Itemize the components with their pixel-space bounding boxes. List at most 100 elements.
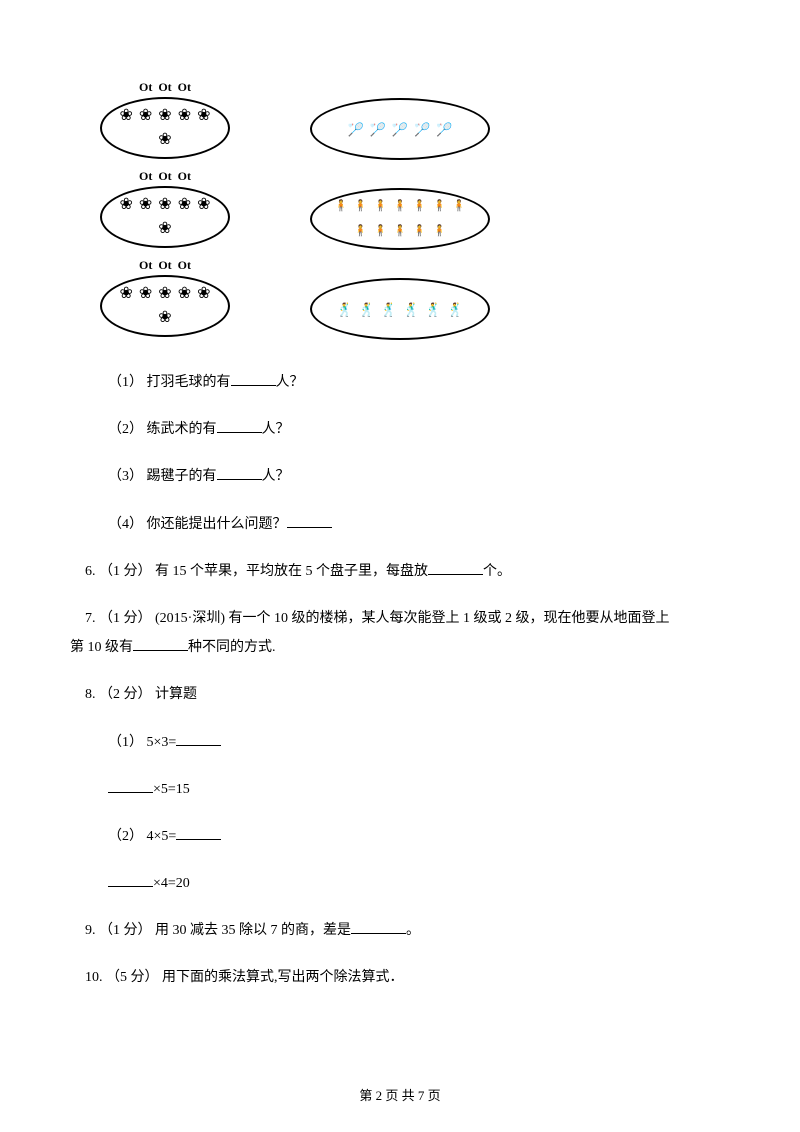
blank-field[interactable] [108, 779, 153, 793]
kick-icon: 🕺 [359, 303, 375, 316]
question-7-line2: 第 10 级有种不同的方式. [70, 635, 730, 660]
blank-field[interactable] [428, 561, 483, 575]
flower-oval-1: ❀ ❀ ❀ ❀ ❀ ❀ [100, 97, 230, 159]
q6-suffix: 个。 [483, 564, 511, 579]
stick-icon: 🧍 [433, 201, 447, 212]
stick-icon: 🧍 [413, 201, 427, 212]
q6-text: 6. （1 分） 有 15 个苹果，平均放在 5 个盘子里，每盘放 [85, 564, 428, 579]
blank-field[interactable] [231, 372, 276, 386]
flower-icon: ❀ [158, 310, 171, 326]
question-8-p1b: ×5=15 [108, 777, 730, 802]
sub-question-4: （4） 你还能提出什么问题？ [108, 512, 730, 537]
flower-icon: ❀ [119, 108, 132, 124]
stick-icon: 🧍 [354, 201, 368, 212]
question-8-header: 8. （2 分） 计算题 [85, 682, 730, 707]
sub-question-3: （3） 踢毽子的有人？ [108, 464, 730, 489]
subq-text: 练武术的有 [143, 422, 217, 437]
stick-icon: 🧍 [354, 226, 368, 237]
kick-icon: 🕺 [403, 303, 419, 316]
diagram-section: Ot Ot Ot ❀ ❀ ❀ ❀ ❀ ❀ Ot Ot Ot [100, 80, 730, 340]
kick-icon: 🕺 [447, 303, 463, 316]
candy-icon: Ot [178, 169, 191, 184]
flower-icon: ❀ [139, 108, 152, 124]
flower-icon: ❀ [158, 132, 171, 148]
martial-oval: 🧍 🧍 🧍 🧍 🧍 🧍 🧍 🧍 🧍 🧍 🧍 🧍 [310, 188, 490, 250]
oval-group-3: Ot Ot Ot ❀ ❀ ❀ ❀ ❀ ❀ [100, 258, 230, 337]
subq-suffix: 人？ [262, 422, 290, 437]
flower-icon: ❀ [178, 108, 191, 124]
flower-icon: ❀ [139, 286, 152, 302]
question-7-line1: 7. （1 分） (2015·深圳) 有一个 10 级的楼梯，某人每次能登上 1… [85, 606, 730, 631]
stick-icon: 🧍 [393, 201, 407, 212]
kick-icon: 🕺 [381, 303, 397, 316]
question-6: 6. （1 分） 有 15 个苹果，平均放在 5 个盘子里，每盘放 个。 [85, 559, 730, 584]
q9-text: 9. （1 分） 用 30 减去 35 除以 7 的商，差是 [85, 923, 351, 938]
left-column: Ot Ot Ot ❀ ❀ ❀ ❀ ❀ ❀ Ot Ot Ot [100, 80, 230, 340]
candy-icon: Ot [178, 258, 191, 273]
flower-icon: ❀ [197, 286, 210, 302]
flower-oval-3: ❀ ❀ ❀ ❀ ❀ ❀ [100, 275, 230, 337]
candy-icon: Ot [139, 80, 152, 95]
person-icon: 🏸 [370, 123, 386, 136]
stick-icon: 🧍 [393, 226, 407, 237]
right-column: 🏸 🏸 🏸 🏸 🏸 🧍 🧍 🧍 🧍 🧍 🧍 🧍 🧍 🧍 🧍 🧍 🧍 [310, 80, 490, 340]
flower-icon: ❀ [158, 197, 171, 213]
blank-field[interactable] [176, 826, 221, 840]
footer-text: 第 2 页 共 7 页 [359, 1088, 440, 1103]
q7-line2-suffix: 种不同的方式. [188, 640, 276, 655]
q8-header: 8. （2 分） 计算题 [85, 687, 197, 702]
question-8-p2b: ×4=20 [108, 871, 730, 896]
question-8-p1a: （1） 5×3= [108, 730, 730, 755]
candy-icon: Ot [178, 80, 191, 95]
kick-icon: 🕺 [425, 303, 441, 316]
subq-text: 你还能提出什么问题？ [143, 517, 287, 532]
q10-text: 10. （5 分） 用下面的乘法算式,写出两个除法算式． [85, 970, 404, 985]
person-icon: 🏸 [414, 123, 430, 136]
candy-icon: Ot [158, 80, 171, 95]
flower-oval-2: ❀ ❀ ❀ ❀ ❀ ❀ [100, 186, 230, 248]
flower-icon: ❀ [158, 108, 171, 124]
sub-question-2: （2） 练武术的有 人？ [108, 417, 730, 442]
stick-icon: 🧍 [413, 226, 427, 237]
stick-icon: 🧍 [373, 201, 387, 212]
stick-icon: 🧍 [433, 226, 447, 237]
stick-icon: 🧍 [334, 201, 348, 212]
q8-p2a: （2） 4×5= [108, 829, 176, 844]
stick-icon: 🧍 [452, 201, 466, 212]
kick-icon: 🕺 [336, 303, 352, 316]
blank-field[interactable] [217, 419, 262, 433]
question-8-p2a: （2） 4×5= [108, 824, 730, 849]
badminton-oval: 🏸 🏸 🏸 🏸 🏸 [310, 98, 490, 160]
oval-group-2: Ot Ot Ot ❀ ❀ ❀ ❀ ❀ ❀ [100, 169, 230, 248]
q8-p1a: （1） 5×3= [108, 735, 176, 750]
flower-icon: ❀ [119, 286, 132, 302]
oval-group-1: Ot Ot Ot ❀ ❀ ❀ ❀ ❀ ❀ [100, 80, 230, 159]
flower-icon: ❀ [197, 108, 210, 124]
person-icon: 🏸 [436, 123, 452, 136]
q8-p1b: ×5=15 [153, 782, 190, 797]
blank-field[interactable] [133, 637, 188, 651]
person-icon: 🏸 [392, 123, 408, 136]
person-icon: 🏸 [348, 123, 364, 136]
blank-field[interactable] [351, 920, 406, 934]
flower-icon: ❀ [139, 197, 152, 213]
blank-field[interactable] [108, 873, 153, 887]
question-10: 10. （5 分） 用下面的乘法算式,写出两个除法算式． [85, 965, 730, 990]
sub-question-1: （1） 打羽毛球的有人？ [108, 370, 730, 395]
subq-num: （4） [108, 517, 143, 532]
subq-num: （3） [108, 469, 143, 484]
blank-field[interactable] [287, 514, 332, 528]
candy-icon: Ot [158, 258, 171, 273]
question-9: 9. （1 分） 用 30 减去 35 除以 7 的商，差是 。 [85, 918, 730, 943]
q9-suffix: 。 [406, 923, 420, 938]
blank-field[interactable] [217, 466, 262, 480]
flower-icon: ❀ [197, 197, 210, 213]
candy-icon: Ot [139, 258, 152, 273]
subq-text: 打羽毛球的有 [143, 375, 231, 390]
candy-icon: Ot [139, 169, 152, 184]
subq-num: （2） [108, 422, 143, 437]
blank-field[interactable] [176, 732, 221, 746]
shuttle-oval: 🕺 🕺 🕺 🕺 🕺 🕺 [310, 278, 490, 340]
candy-icon: Ot [158, 169, 171, 184]
subq-text: 踢毽子的有 [143, 469, 217, 484]
